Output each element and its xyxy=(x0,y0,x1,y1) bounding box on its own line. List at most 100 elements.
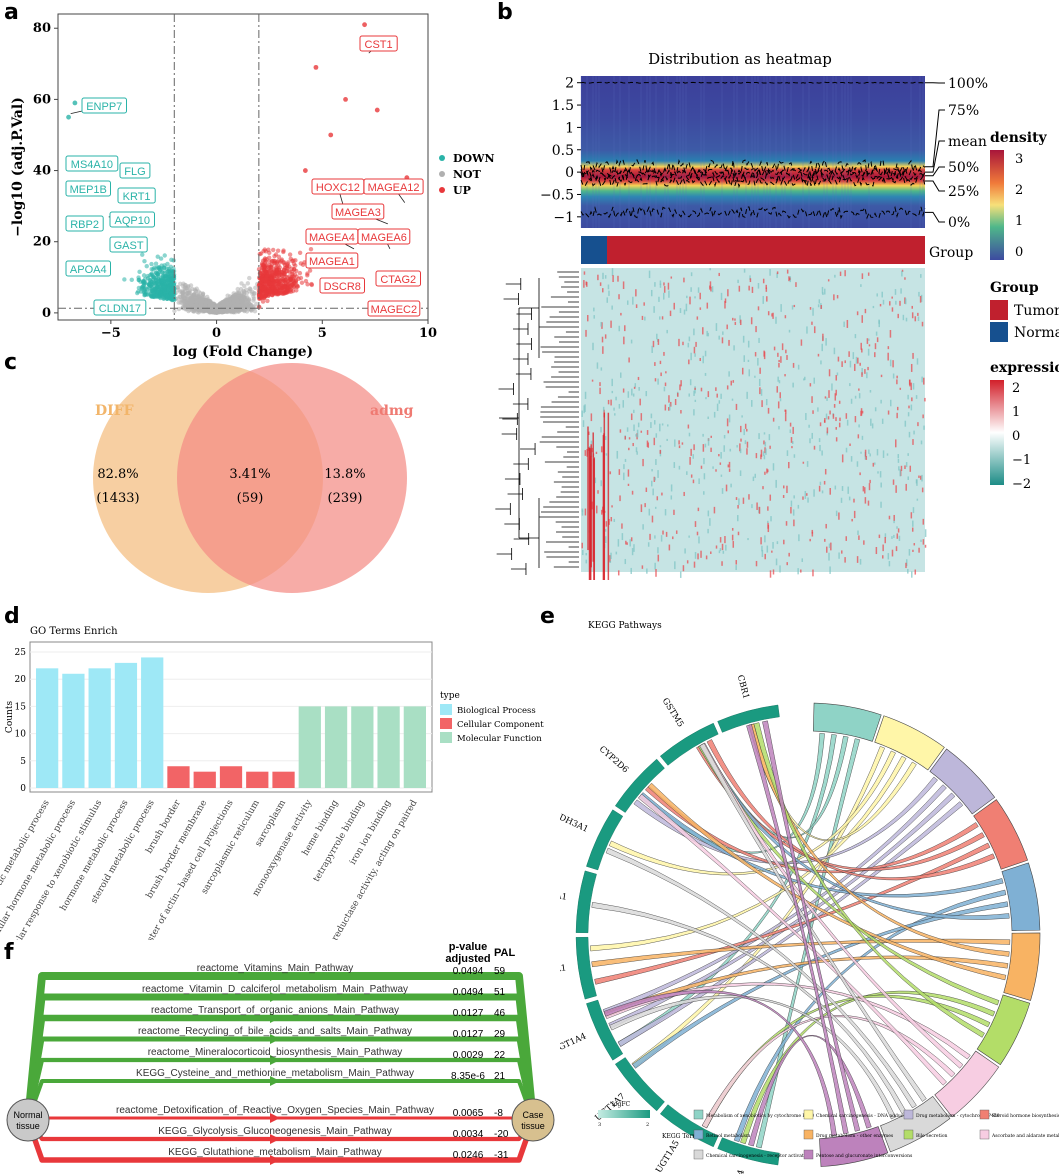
expression-cell xyxy=(628,447,630,451)
expression-cell xyxy=(882,555,884,559)
y-axis-label: −log10 (adj.P.Val) xyxy=(10,97,26,237)
label-box xyxy=(319,277,365,294)
ribbon xyxy=(604,982,971,1060)
expression-cell xyxy=(833,294,835,301)
expression-cell xyxy=(703,457,705,465)
expression-cell xyxy=(718,453,720,457)
expression-cell xyxy=(735,565,737,571)
label-box xyxy=(93,299,147,316)
point xyxy=(289,269,295,275)
expression-cell xyxy=(775,558,778,566)
y-tick-label: 20 xyxy=(15,675,27,685)
expression-cell xyxy=(817,304,820,308)
expression-cell xyxy=(702,327,704,335)
expression-cell xyxy=(627,391,630,398)
expression-cell xyxy=(746,428,748,432)
expression-cell xyxy=(889,399,892,407)
expression-cell xyxy=(916,358,919,365)
expression-cell xyxy=(772,542,774,549)
expression-cell xyxy=(669,310,672,317)
expression-cell xyxy=(710,551,712,554)
expression-cell xyxy=(760,537,762,545)
quantile-connector xyxy=(925,180,945,192)
expression-cell xyxy=(657,554,660,562)
legend-label: Biological Process xyxy=(457,706,536,716)
expression-cell xyxy=(700,465,703,469)
expression-cell xyxy=(710,447,712,452)
expression-cell xyxy=(821,450,823,456)
expression-cell xyxy=(822,333,824,342)
point xyxy=(305,271,310,276)
group-bar-label: Group xyxy=(929,245,973,261)
normal-tissue-label: Normal xyxy=(13,1110,42,1120)
point xyxy=(262,247,267,252)
expression-cell xyxy=(871,423,874,429)
ribbon xyxy=(638,793,947,1086)
expression-cell xyxy=(698,478,700,484)
expression-cell xyxy=(668,395,670,403)
pathway-name: KEGG_Cysteine_and_methionine_metabolism_… xyxy=(136,1068,414,1079)
x-tick-label: 5 xyxy=(318,326,327,341)
expression-legend-tick: 0 xyxy=(1012,429,1020,444)
expression-cell xyxy=(651,345,653,353)
point xyxy=(147,284,152,289)
expression-cell xyxy=(917,422,919,427)
expression-cell xyxy=(918,475,920,478)
expression-cell xyxy=(608,290,610,296)
expression-cell xyxy=(899,469,901,477)
expression-cell xyxy=(894,289,897,295)
go-bar xyxy=(272,771,295,788)
gene-label: MAGEA3 xyxy=(335,207,381,219)
point xyxy=(281,272,287,277)
go-bar xyxy=(377,706,400,788)
expression-cell xyxy=(759,387,761,395)
expression-cell xyxy=(709,285,711,290)
expression-cell xyxy=(587,315,589,322)
expression-cell xyxy=(911,312,914,319)
case-tissue-node xyxy=(511,1098,555,1142)
expression-cell xyxy=(902,314,905,321)
expression-cell xyxy=(645,487,648,492)
expression-cell xyxy=(755,560,758,567)
expression-cell xyxy=(772,463,775,471)
expression-cell xyxy=(869,479,871,484)
label-box xyxy=(119,162,151,179)
expression-cell xyxy=(840,497,843,503)
go-bar xyxy=(298,706,321,788)
expression-cell xyxy=(874,352,876,358)
expression-cell xyxy=(788,329,791,333)
expression-cell xyxy=(593,307,595,312)
go-bar xyxy=(62,673,85,788)
flow-arrow xyxy=(270,1034,280,1044)
expression-cell xyxy=(747,340,750,348)
expression-cell xyxy=(738,498,740,506)
expression-cell xyxy=(911,305,913,309)
expression-cell xyxy=(773,346,776,351)
point xyxy=(152,286,158,292)
expression-cell xyxy=(835,427,837,430)
expression-cell xyxy=(841,361,843,367)
expression-cell xyxy=(872,462,875,467)
point xyxy=(253,285,258,291)
expression-cell xyxy=(912,352,914,359)
expression-cell xyxy=(777,352,779,357)
point xyxy=(137,269,142,275)
term-legend-swatch xyxy=(693,1109,704,1120)
expression-cell xyxy=(897,528,900,533)
pathway-pal: -20 xyxy=(494,1129,509,1140)
expression-cell xyxy=(790,437,793,443)
expression-cell xyxy=(843,321,845,328)
expression-cell xyxy=(792,426,794,434)
expression-cell xyxy=(731,527,734,531)
expression-cell xyxy=(820,360,822,365)
expression-cell xyxy=(654,535,656,539)
expression-cell xyxy=(597,490,599,494)
normal-tissue-label2: tissue xyxy=(16,1121,40,1131)
expression-cell xyxy=(767,469,769,473)
point xyxy=(144,263,149,269)
expression-cell xyxy=(812,410,814,414)
expression-cell xyxy=(865,456,868,460)
expression-cell xyxy=(760,389,763,396)
expression-cell xyxy=(704,443,707,448)
expression-cell xyxy=(764,553,766,560)
